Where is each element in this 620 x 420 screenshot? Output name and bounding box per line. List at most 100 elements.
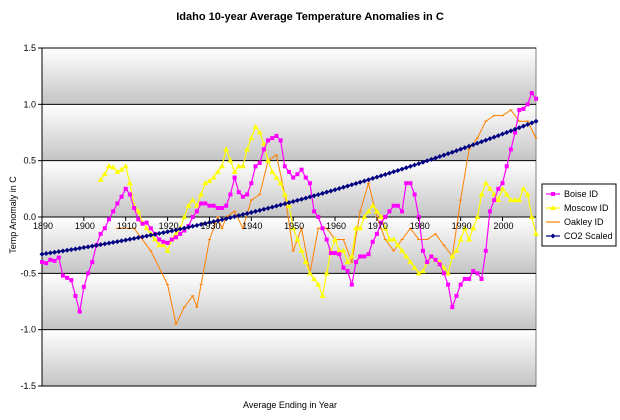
data-point: [319, 292, 326, 298]
data-point: [386, 170, 392, 176]
data-point: [52, 258, 57, 263]
x-tick-label: 1980: [410, 221, 430, 231]
data-point: [39, 251, 45, 257]
data-point: [373, 208, 380, 214]
data-point: [265, 205, 271, 211]
data-point: [315, 192, 321, 198]
data-point: [232, 175, 237, 180]
data-point: [269, 204, 275, 210]
data-point: [361, 214, 368, 219]
data-point: [73, 293, 78, 298]
data-point: [236, 190, 241, 195]
data-point: [407, 163, 413, 169]
data-point: [504, 164, 509, 169]
data-point: [361, 178, 367, 184]
data-point: [412, 192, 417, 197]
data-point: [433, 155, 439, 161]
x-tick-label: 1920: [159, 221, 179, 231]
data-point: [299, 196, 305, 202]
data-point: [219, 163, 226, 169]
data-point: [215, 205, 220, 210]
data-point: [416, 161, 422, 167]
data-point: [248, 135, 255, 141]
data-point: [504, 129, 510, 135]
data-point: [365, 208, 372, 214]
data-point: [199, 201, 204, 206]
data-point: [479, 276, 484, 281]
data-point: [186, 224, 192, 230]
data-point: [307, 194, 313, 200]
data-point: [441, 152, 447, 158]
data-point: [495, 133, 501, 139]
data-point: [86, 271, 91, 276]
background-band: [42, 48, 536, 105]
data-point: [366, 177, 372, 183]
data-point: [98, 242, 104, 248]
y-tick-label: 0.0: [23, 212, 36, 222]
legend-label: Boise ID: [564, 189, 599, 199]
data-point: [265, 157, 272, 163]
data-point: [81, 245, 87, 251]
data-point: [521, 106, 526, 111]
data-point: [366, 252, 371, 257]
data-point: [340, 184, 346, 190]
data-point: [185, 202, 192, 208]
x-tick-label: 1970: [368, 221, 388, 231]
data-point: [404, 181, 409, 186]
data-point: [311, 275, 318, 281]
data-point: [507, 197, 514, 203]
data-point: [454, 293, 459, 298]
data-point: [457, 236, 464, 242]
data-point: [72, 246, 78, 252]
data-point: [328, 188, 334, 194]
data-point: [508, 147, 513, 152]
data-point: [60, 273, 65, 278]
data-point: [407, 259, 414, 265]
data-point: [277, 180, 284, 186]
x-tick-label: 1930: [200, 221, 220, 231]
data-point: [252, 123, 259, 129]
data-point: [383, 215, 388, 219]
data-point: [496, 186, 501, 191]
data-point: [445, 151, 451, 157]
data-point: [85, 244, 91, 250]
data-point: [106, 240, 112, 246]
data-point: [341, 265, 346, 270]
data-point: [118, 166, 125, 172]
data-point: [123, 186, 128, 191]
x-tick-label: 1940: [242, 221, 262, 231]
data-point: [240, 212, 246, 218]
data-point: [370, 175, 376, 181]
data-point: [270, 136, 275, 141]
data-point: [378, 173, 384, 179]
data-point: [403, 165, 409, 171]
data-point: [165, 229, 171, 235]
data-point: [198, 191, 205, 197]
data-point: [198, 221, 204, 227]
data-point: [344, 259, 351, 265]
data-point: [102, 226, 107, 231]
data-point: [286, 202, 292, 208]
data-point: [446, 282, 451, 287]
data-point: [257, 160, 262, 165]
data-point: [399, 247, 406, 253]
data-point: [206, 220, 212, 226]
data-point: [219, 217, 225, 223]
data-point: [119, 238, 125, 244]
data-point: [336, 186, 342, 192]
data-point: [302, 259, 309, 265]
data-point: [386, 236, 393, 242]
y-tick-label: -1.5: [20, 381, 36, 391]
data-point: [81, 284, 86, 289]
data-point: [495, 197, 502, 203]
data-point: [56, 255, 61, 260]
data-point: [211, 203, 216, 208]
data-point: [290, 199, 296, 205]
data-point: [148, 226, 153, 231]
data-point: [328, 251, 333, 256]
data-point: [223, 146, 230, 152]
data-point: [114, 168, 121, 174]
data-point: [210, 174, 217, 180]
chart-title: Idaho 10-year Average Temperature Anomal…: [176, 11, 444, 23]
data-point: [382, 171, 388, 177]
